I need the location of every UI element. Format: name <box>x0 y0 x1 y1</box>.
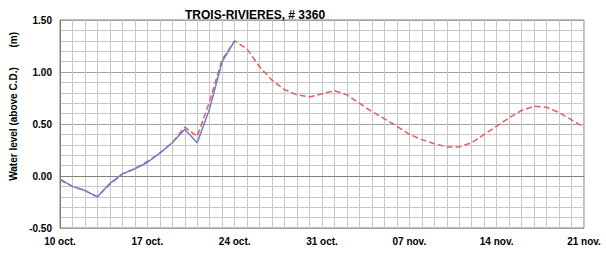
svg-text:1.00: 1.00 <box>33 67 53 78</box>
svg-text:14 nov.: 14 nov. <box>480 236 514 247</box>
svg-text:0.50: 0.50 <box>33 119 53 130</box>
svg-text:21 nov.: 21 nov. <box>567 236 601 247</box>
svg-text:1.50: 1.50 <box>33 15 53 26</box>
svg-text:10 oct.: 10 oct. <box>44 236 76 247</box>
svg-text:TROIS-RIVIERES, # 3360: TROIS-RIVIERES, # 3360 <box>185 8 325 22</box>
svg-text:Water level (above C.D.): Water level (above C.D.) <box>8 67 19 181</box>
svg-text:(m): (m) <box>8 32 19 48</box>
svg-text:31 oct.: 31 oct. <box>306 236 338 247</box>
svg-text:0.00: 0.00 <box>33 171 53 182</box>
svg-text:17 oct.: 17 oct. <box>131 236 163 247</box>
svg-text:-0.50: -0.50 <box>29 223 52 234</box>
svg-text:07 nov.: 07 nov. <box>392 236 426 247</box>
svg-text:24 oct.: 24 oct. <box>219 236 251 247</box>
